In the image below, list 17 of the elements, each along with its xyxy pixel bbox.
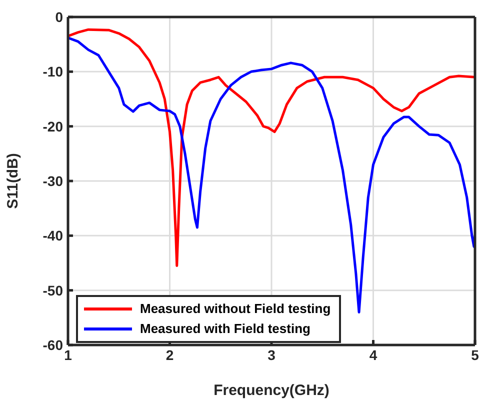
x-axis-title: Frequency(GHz)	[214, 382, 330, 399]
x-tick-label: 4	[369, 346, 378, 363]
y-tick-label: 0	[55, 8, 64, 25]
y-tick-label: -50	[42, 282, 64, 298]
line-series	[68, 28, 475, 267]
y-tick-label: -30	[42, 172, 64, 189]
x-tick-label: 3	[268, 346, 276, 363]
x-tick-label: 1	[64, 346, 72, 363]
legend-label: Measured with Field testing	[140, 320, 310, 338]
y-tick-label: -40	[42, 228, 64, 244]
y-tick-label: -60	[42, 336, 64, 353]
x-tick-label: 2	[166, 346, 174, 363]
y-axis-title: S11(dB)	[4, 153, 22, 209]
y-tick-label: -10	[42, 64, 64, 80]
y-tick-label: -20	[42, 118, 64, 134]
legend-label: Measured without Field testing	[140, 300, 331, 318]
x-tick-label: 5	[471, 346, 480, 363]
